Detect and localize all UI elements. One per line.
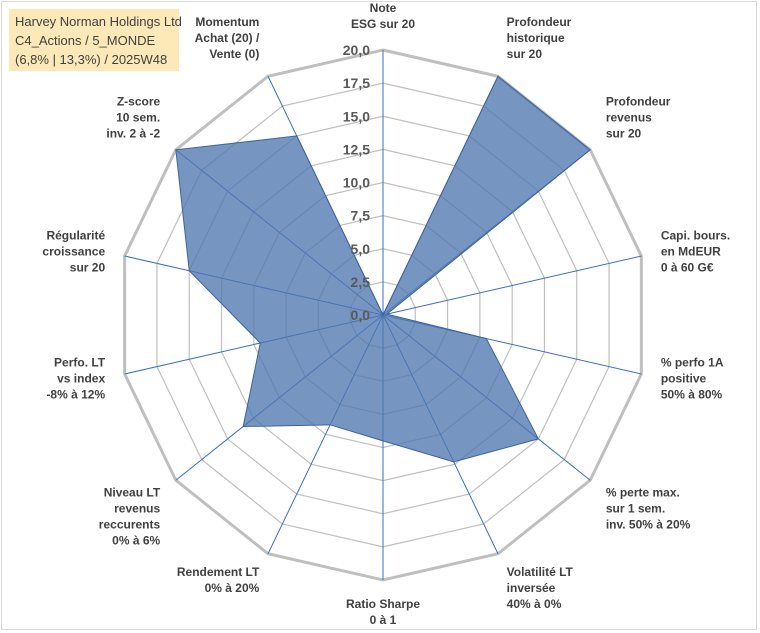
title-period: (6,8% | 13,3%) / 2025W48	[15, 52, 168, 67]
axis-label-4: % perfo 1A positive 50% à 80%	[661, 355, 724, 401]
title-company: Harvey Norman Holdings Ltd	[15, 14, 182, 29]
axis-label-5: % perte max. sur 1 sem. inv. 50% à 20%	[606, 486, 691, 532]
axis-label-3: Capi. bours. en MdEUR 0 à 60 G€	[661, 229, 730, 275]
spoke-3	[382, 255, 642, 316]
radar-series	[175, 75, 591, 463]
axis-labels: Note ESG sur 20 Profondeur historique sur 20…	[42, 1, 730, 627]
tick-label-4: 10,0	[343, 175, 370, 191]
axis-label-10: Perfo. LT vs index -8% à 12%	[46, 355, 105, 401]
radial-tick-labels: 0,0 2,5 5,0 7,5 10,0 12,5 15,0 17,5 20,0	[343, 42, 370, 323]
axis-label-1: Profondeur historique sur 20	[507, 15, 572, 61]
title-universe: C4_Actions / 5_MONDE	[15, 33, 156, 48]
axis-label-7: Ratio Sharpe 0 à 1	[346, 597, 420, 627]
tick-label-8: 20,0	[343, 42, 370, 58]
axis-label-8: Rendement LT 0% à 20%	[177, 565, 260, 595]
tick-label-6: 15,0	[343, 108, 370, 124]
chart-title-box: Harvey Norman Holdings Ltd C4_Actions / …	[9, 9, 182, 71]
axis-label-6: Volatilité LT inversée 40% à 0%	[507, 565, 574, 611]
series-area-0	[175, 75, 591, 463]
axis-label-11: Régularité croissance sur 20	[42, 229, 105, 275]
tick-label-5: 12,5	[343, 141, 370, 157]
tick-label-7: 17,5	[343, 75, 370, 91]
tick-label-0: 0,0	[351, 307, 371, 323]
tick-label-1: 2,5	[351, 274, 371, 290]
axis-label-0: Note ESG sur 20	[351, 1, 415, 31]
axis-label-2: Profondeur revenus sur 20	[606, 94, 671, 140]
axis-label-12: Z-score 10 sem. inv. 2 à -2	[106, 94, 160, 140]
tick-label-3: 7,5	[351, 208, 371, 224]
axis-label-9: Niveau LT revenus reccurents 0% à 6%	[99, 486, 161, 548]
axis-label-13: Momentum Achat (20) / Vente (0)	[195, 15, 260, 61]
tick-label-2: 5,0	[351, 241, 371, 257]
